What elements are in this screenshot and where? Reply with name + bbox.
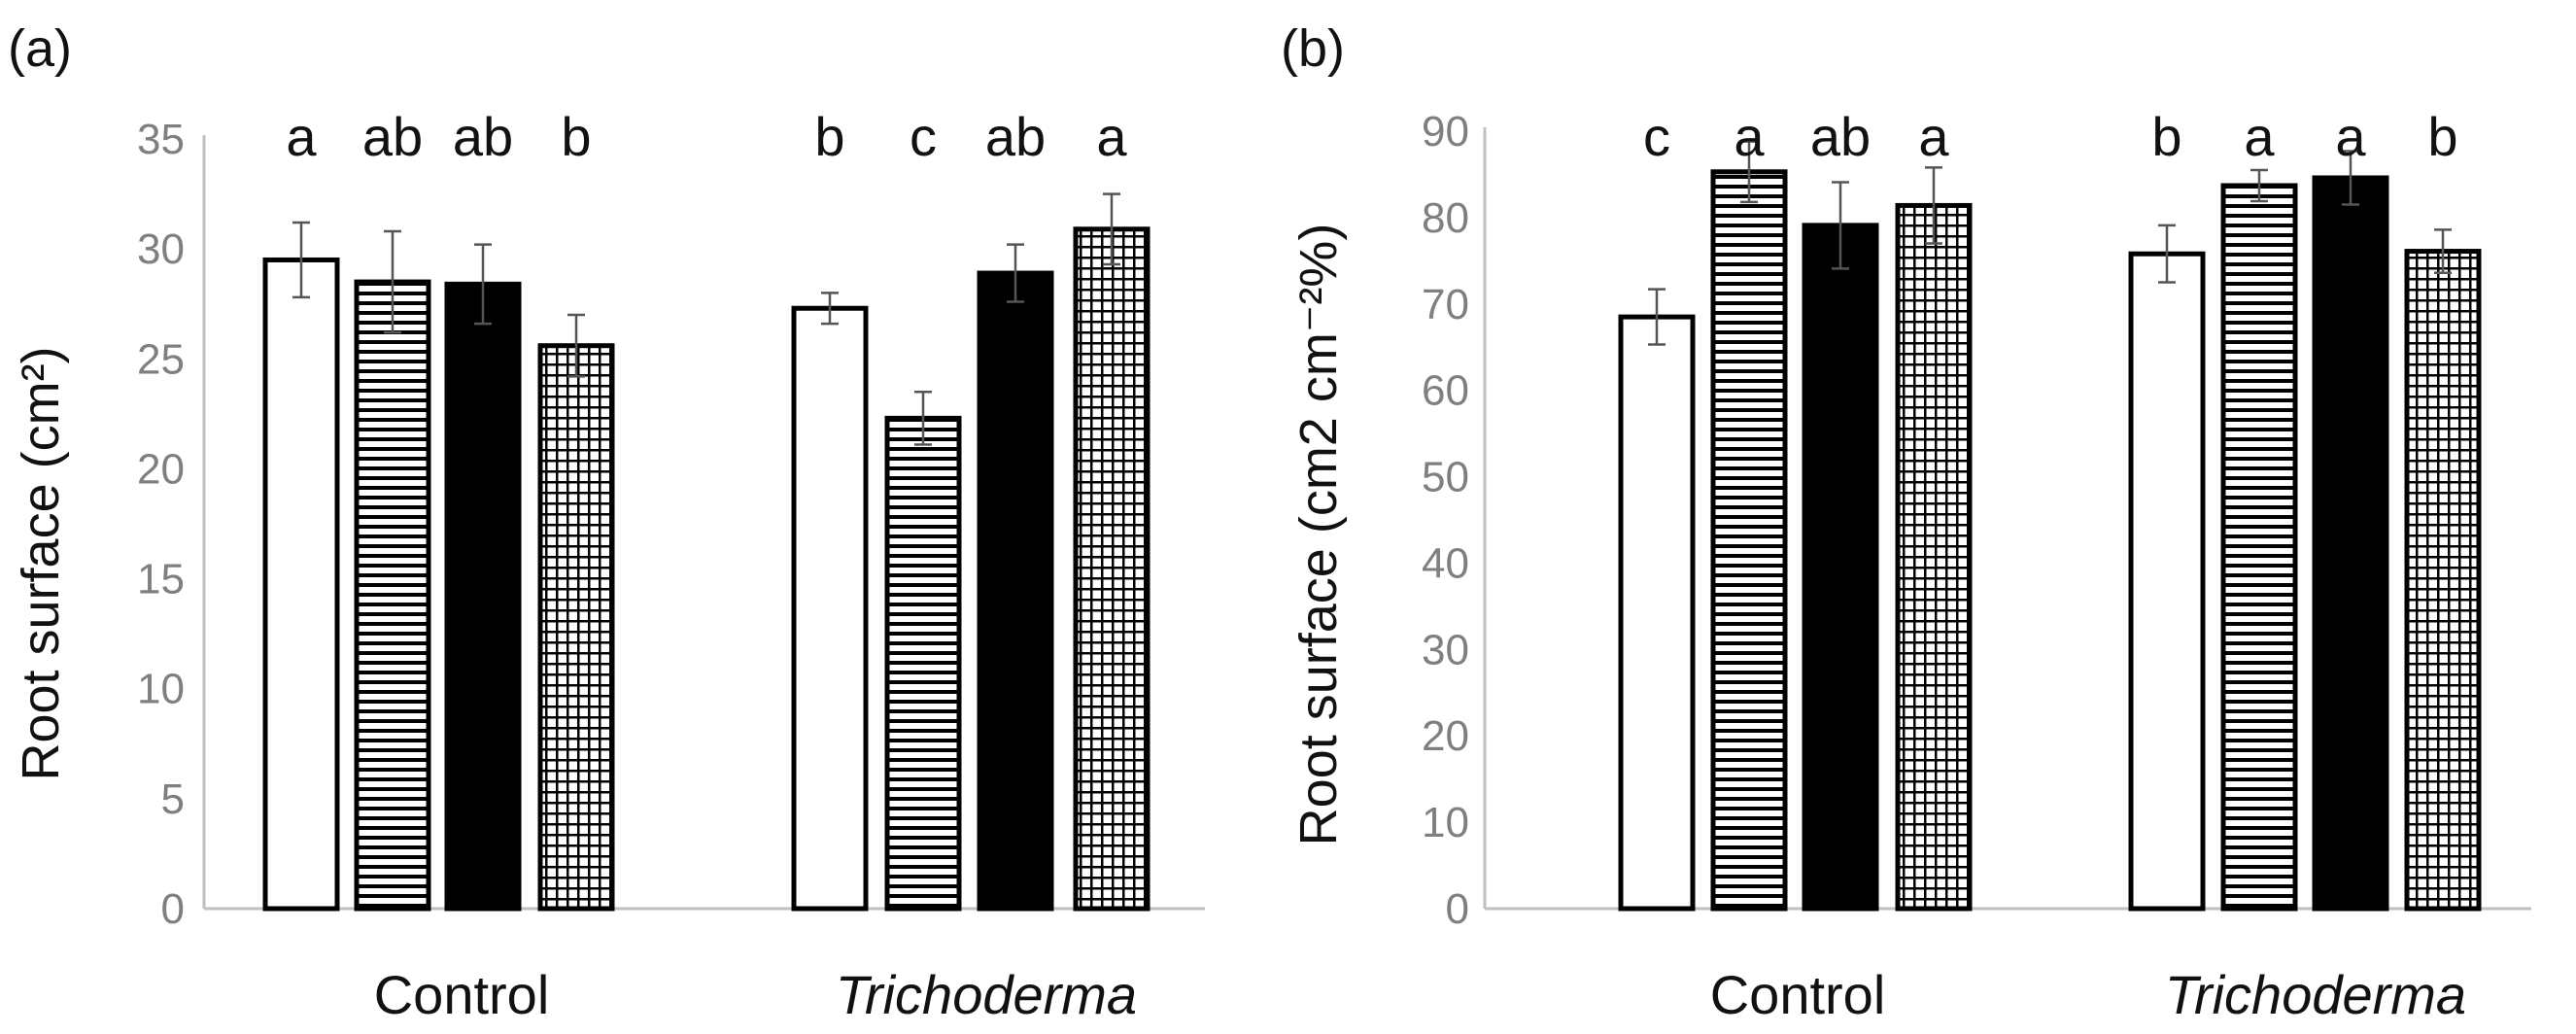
panel-b-y-tick-label: 30: [1422, 626, 1469, 673]
panel-a-bar-control-grid: [537, 343, 615, 912]
panel-a-significance-letter: ab: [362, 106, 423, 167]
panel-b-y-tick-label: 90: [1422, 108, 1469, 155]
panel-b-error-bar-trichoderma-horizontal: [2250, 168, 2268, 203]
panel-b-significance-letter: a: [2335, 106, 2366, 167]
panel-b-bar-trichoderma-solid: [2312, 175, 2389, 912]
panel-a-category-control: Control: [374, 964, 550, 1025]
panel-b-error-bar-control-grid: [1925, 166, 1942, 245]
panel-b-y-tick-label: 20: [1422, 712, 1469, 760]
panel-a-significance-letter: ab: [985, 106, 1046, 167]
panel-a-error-bar-control-horizontal: [384, 229, 401, 334]
panel-a-significance-letter: b: [814, 106, 844, 167]
panel-b-category-control: Control: [1710, 964, 1886, 1025]
panel-a-y-tick-label: 15: [137, 556, 185, 603]
panel-b-error-bar-trichoderma-grid: [2434, 228, 2452, 275]
panel-b-y-tick-label: 70: [1422, 281, 1469, 328]
panel-b-significance-letter: b: [2151, 106, 2181, 167]
panel-a-label: (a): [8, 19, 72, 78]
panel-b-bar-control-horizontal: [1710, 169, 1788, 912]
panel-a-error-bar-trichoderma-solid: [1007, 243, 1024, 303]
panel-b-category-trichoderma: Trichoderma: [2165, 964, 2466, 1025]
panel-b-error-bar-control-open: [1648, 288, 1666, 346]
panel-b-y-tick-label: 80: [1422, 194, 1469, 242]
panel-b-significance-letter: a: [1734, 106, 1765, 167]
panel-a-error-bar-control-open: [292, 221, 310, 299]
panel-a-bar-control-open: [262, 257, 340, 912]
panel-b-bar-control-grid: [1895, 202, 1973, 912]
panel-a-significance-letter: c: [910, 106, 937, 167]
panel-a-bar-trichoderma-horizontal: [884, 415, 962, 912]
panel-a-bar-trichoderma-open: [791, 305, 869, 912]
panel-b-significance-letter: c: [1643, 106, 1670, 167]
panel-a-y-tick-label: 0: [161, 885, 185, 933]
panel-a-significance-letter: a: [286, 106, 317, 167]
panel-b-error-bar-control-horizontal: [1740, 140, 1758, 204]
panel-a-bar-control-horizontal: [354, 279, 431, 912]
panel-a-error-bar-trichoderma-horizontal: [914, 390, 932, 446]
panel-a-y-tick-label: 35: [137, 116, 185, 163]
panel-a-significance-letter: b: [561, 106, 591, 167]
panel-b-significance-letter: a: [1918, 106, 1949, 167]
panel-b-significance-letter: b: [2427, 106, 2457, 167]
panel-b-y-tick-label: 60: [1422, 367, 1469, 415]
panel-b-y-tick-label: 50: [1422, 454, 1469, 501]
panel-a-y-axis-label: Root surface (cm²): [12, 346, 70, 780]
panel-b-significance-letter: ab: [1810, 106, 1871, 167]
panel-b-error-bar-trichoderma-solid: [2342, 150, 2359, 206]
panel-b-bar-trichoderma-horizontal: [2220, 183, 2298, 912]
panel-a-category-trichoderma: Trichoderma: [836, 964, 1137, 1025]
panel-a-error-bar-trichoderma-grid: [1103, 192, 1120, 266]
panel-b-significance-letter: a: [2244, 106, 2275, 167]
panel-a-bar-trichoderma-solid: [977, 270, 1054, 912]
panel-b-bar-trichoderma-open: [2128, 251, 2206, 912]
panel-b-error-bar-control-solid: [1832, 181, 1849, 270]
panel-b: (b) Root surface (cm2 cm⁻²%) 0 10 20 30 40 50…: [1281, 19, 2531, 1025]
panel-a-y-tick-label: 30: [137, 225, 185, 273]
panel-b-bar-control-open: [1618, 314, 1696, 912]
panel-b-y-tick-label: 0: [1446, 885, 1469, 933]
panel-b-y-tick-label: 40: [1422, 539, 1469, 587]
panel-b-y-tick-label: 10: [1422, 799, 1469, 846]
panel-a-bar-trichoderma-grid: [1073, 226, 1151, 912]
panel-b-label: (b): [1281, 19, 1345, 78]
panel-b-bar-control-solid: [1802, 223, 1879, 912]
panel-b-y-axis-label: Root surface (cm2 cm⁻²%): [1289, 224, 1348, 846]
panel-a-y-tick-label: 10: [137, 666, 185, 713]
panel-b-bar-trichoderma-grid: [2404, 249, 2482, 912]
panel-a-bar-control-solid: [444, 281, 522, 912]
panel-b-error-bar-trichoderma-open: [2158, 224, 2176, 284]
panel-a-y-tick-label: 5: [161, 776, 185, 823]
panel-a-significance-letter: a: [1096, 106, 1127, 167]
panel-a-error-bar-control-grid: [567, 313, 585, 378]
panel-a-error-bar-control-solid: [474, 243, 492, 326]
panel-a-y-tick-label: 25: [137, 335, 185, 383]
panel-a-significance-letter: ab: [453, 106, 513, 167]
panel-a-error-bar-trichoderma-open: [821, 292, 839, 326]
panel-a-y-tick-label: 20: [137, 445, 185, 493]
